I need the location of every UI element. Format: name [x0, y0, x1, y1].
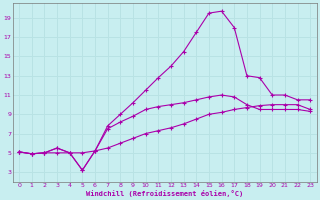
X-axis label: Windchill (Refroidissement éolien,°C): Windchill (Refroidissement éolien,°C): [86, 190, 243, 197]
